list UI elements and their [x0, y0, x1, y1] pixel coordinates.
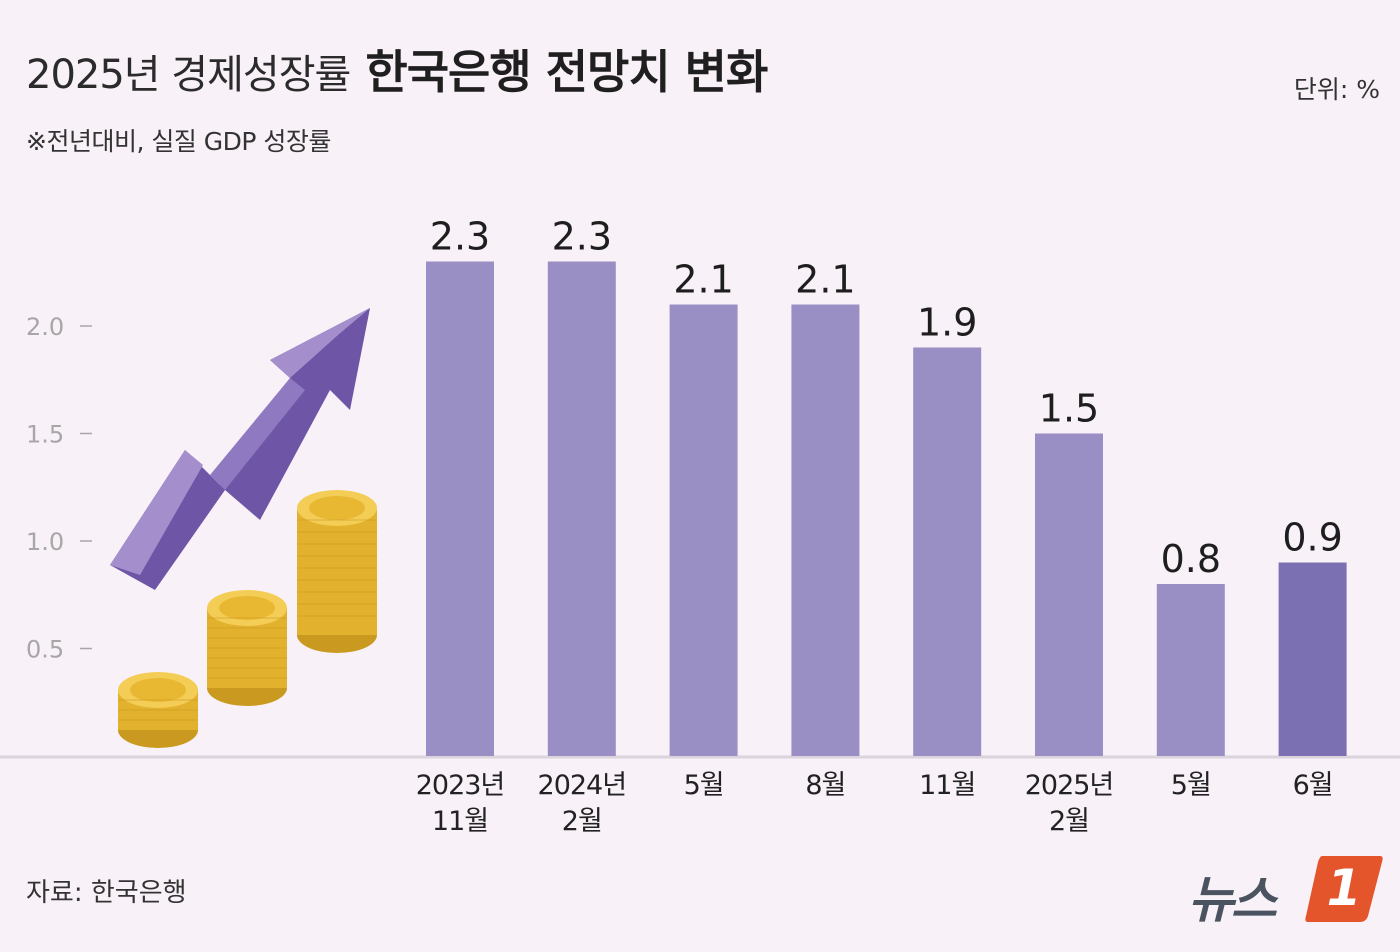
- logo-badge-text: 1: [1326, 859, 1362, 917]
- x-tick-label: 5월: [684, 770, 724, 801]
- x-tick-sublabel: 11월: [432, 806, 488, 837]
- bar: [669, 304, 738, 756]
- logo-badge-icon: 1: [1304, 852, 1384, 924]
- x-tick-label: 11월: [919, 770, 975, 801]
- bar: [1156, 584, 1225, 756]
- coin-stack-icon: [118, 490, 377, 748]
- bar: [791, 304, 860, 756]
- bar-value-label: 1.9: [917, 301, 977, 345]
- bar-value-label: 1.5: [1039, 387, 1099, 431]
- bar: [547, 261, 616, 756]
- x-tick-sublabel: 2월: [1049, 806, 1089, 837]
- x-tick-sublabel: 2월: [562, 806, 602, 837]
- x-tick-label: 2023년: [416, 770, 505, 801]
- y-tick-label: 2.0: [26, 313, 64, 341]
- y-tick-label: 1.0: [26, 528, 64, 556]
- bar: [426, 261, 494, 756]
- title-light: 2025년 경제성장률: [26, 52, 351, 98]
- bar: [1278, 562, 1347, 756]
- bar-value-label: 0.9: [1282, 516, 1342, 560]
- growth-arrow-icon: [110, 308, 370, 590]
- bar: [913, 347, 982, 756]
- logo-text: 뉴스: [1188, 871, 1277, 929]
- bar: [1035, 433, 1103, 756]
- bar-value-label: 2.1: [673, 258, 733, 302]
- bar-value-label: 2.3: [552, 215, 612, 259]
- growth-illustration: [110, 308, 377, 748]
- news1-logo: 뉴스 1: [1188, 852, 1384, 929]
- x-tick-label: 2024년: [538, 770, 627, 801]
- y-tick-label: 0.5: [26, 636, 64, 664]
- title-bold: 한국은행 전망치 변화: [365, 45, 768, 99]
- x-tick-label: 2025년: [1025, 770, 1114, 801]
- bar-value-label: 2.1: [795, 258, 855, 302]
- x-tick-label: 6월: [1293, 770, 1333, 801]
- bar-value-label: 0.8: [1161, 537, 1221, 581]
- x-tick-label: 5월: [1171, 770, 1211, 801]
- bar-value-label: 2.3: [430, 215, 490, 259]
- source-label: 자료: 한국은행: [26, 878, 187, 908]
- unit-label: 단위: %: [1293, 75, 1380, 104]
- y-tick-label: 1.5: [26, 421, 64, 449]
- chart-subtitle: ※전년대비, 실질 GDP 성장률: [26, 127, 331, 156]
- x-tick-label: 8월: [805, 770, 845, 801]
- chart-title: 2025년 경제성장률 한국은행 전망치 변화: [26, 36, 768, 102]
